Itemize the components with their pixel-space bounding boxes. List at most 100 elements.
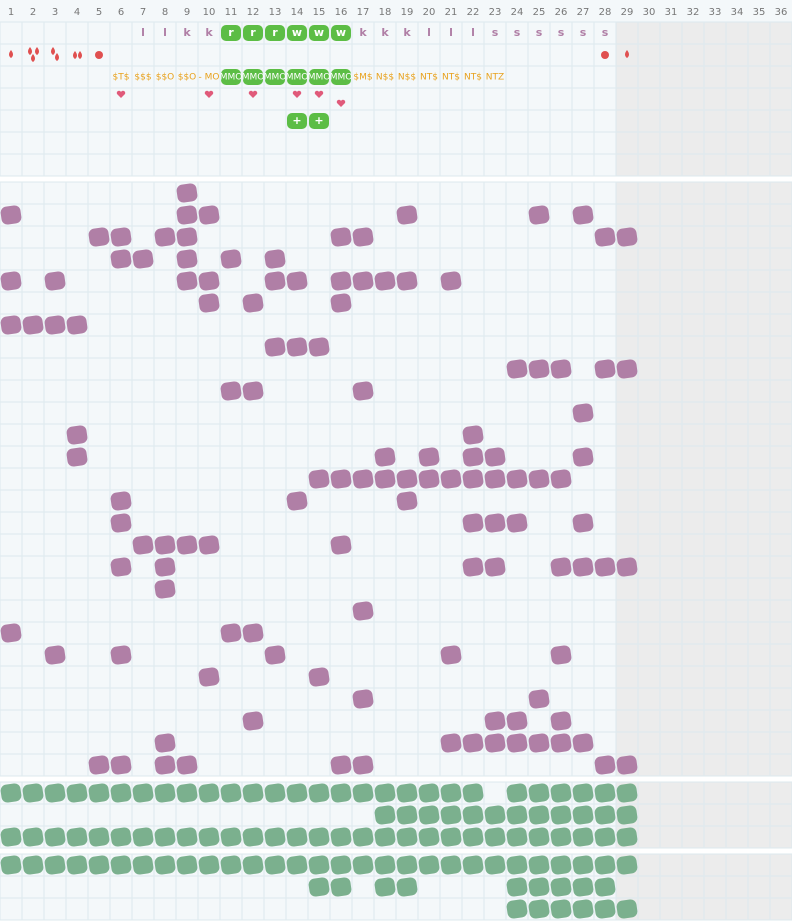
cell-blob [176, 535, 198, 555]
cell-blob [154, 227, 176, 247]
cell-blob [418, 855, 440, 875]
cell-blob [572, 855, 594, 875]
cell-blob [572, 557, 594, 577]
cell-blob [374, 877, 396, 897]
cell-blob [198, 667, 220, 687]
cell-blob [308, 827, 330, 847]
cell-blob [110, 557, 132, 577]
cell-blob [22, 783, 44, 803]
column-header: 15 [313, 7, 326, 18]
cell-blob [242, 827, 264, 847]
cell-blob [528, 733, 550, 753]
cell-blob [66, 425, 88, 445]
cell-blob [88, 755, 110, 775]
cell-blob [550, 645, 572, 665]
column-header: 29 [621, 7, 634, 18]
cell-blob [440, 855, 462, 875]
cell-code: MMO [220, 73, 243, 83]
highlight-badge [265, 69, 285, 85]
cell-blob [418, 827, 440, 847]
cell-blob [550, 877, 572, 897]
cell-blob [176, 783, 198, 803]
cell-blob [176, 271, 198, 291]
cell-blob [330, 877, 352, 897]
highlight-badge [331, 25, 351, 41]
cell-blob [0, 315, 22, 335]
highlight-badge [309, 113, 329, 129]
cell-blob [198, 271, 220, 291]
cell-blob [154, 733, 176, 753]
column-header: 34 [731, 7, 744, 18]
cell-blob [550, 711, 572, 731]
drop-icon [55, 53, 59, 61]
highlight-badge [221, 69, 241, 85]
cell-blob [220, 783, 242, 803]
cell-blob [484, 469, 506, 489]
drop-icon [51, 47, 55, 55]
cell-letter: k [359, 26, 367, 39]
cell-blob [110, 855, 132, 875]
cell-blob [440, 783, 462, 803]
cell-blob [308, 783, 330, 803]
drop-icon [31, 54, 35, 62]
cell-blob [374, 469, 396, 489]
heart-icon [204, 90, 214, 98]
cell-blob [528, 469, 550, 489]
cell-blob [132, 827, 154, 847]
column-header: 14 [291, 7, 304, 18]
cell-blob [154, 827, 176, 847]
column-header: 4 [74, 7, 80, 18]
heart-icon [292, 90, 302, 98]
column-header: 36 [775, 7, 788, 18]
cell-blob [242, 293, 264, 313]
column-header: 7 [140, 7, 146, 18]
cell-blob [594, 827, 616, 847]
cell-blob [198, 783, 220, 803]
cell-blob [440, 645, 462, 665]
cell-code: $$O [156, 73, 175, 83]
cell-blob [594, 783, 616, 803]
cell-blob [88, 827, 110, 847]
cell-blob [330, 783, 352, 803]
column-header: 10 [203, 7, 216, 18]
cell-blob [528, 783, 550, 803]
column-header: 9 [184, 7, 190, 18]
cell-letter: k [403, 26, 411, 39]
column-header: 17 [357, 7, 370, 18]
cell-blob [484, 711, 506, 731]
cell-blob [418, 805, 440, 825]
cell-letter: s [580, 26, 587, 39]
cell-code: NT$ [420, 73, 438, 83]
cell-letter: l [141, 26, 145, 39]
cell-code: $T$ [113, 73, 130, 83]
column-header: 6 [118, 7, 124, 18]
cell-blob [110, 513, 132, 533]
cell-plus: + [292, 114, 301, 127]
cell-blob [176, 183, 198, 203]
cell-blob [330, 227, 352, 247]
cell-blob [220, 623, 242, 643]
cell-plus: + [314, 114, 323, 127]
cell-blob [154, 783, 176, 803]
cell-blob [308, 469, 330, 489]
cell-blob [528, 877, 550, 897]
cell-blob [374, 855, 396, 875]
cell-blob [594, 877, 616, 897]
cell-blob [396, 877, 418, 897]
cell-blob [616, 899, 638, 919]
cell-blob [220, 827, 242, 847]
cell-blob [66, 315, 88, 335]
cell-blob [374, 271, 396, 291]
heart-icon [336, 99, 346, 107]
cell-blob [352, 227, 374, 247]
cell-blob [616, 227, 638, 247]
cell-blob [352, 855, 374, 875]
column-header: 2 [30, 7, 36, 18]
cell-blob [418, 469, 440, 489]
cell-code: MMO [264, 73, 287, 83]
cell-blob [462, 425, 484, 445]
cell-blob [330, 469, 352, 489]
cell-blob [264, 645, 286, 665]
cell-blob [506, 855, 528, 875]
